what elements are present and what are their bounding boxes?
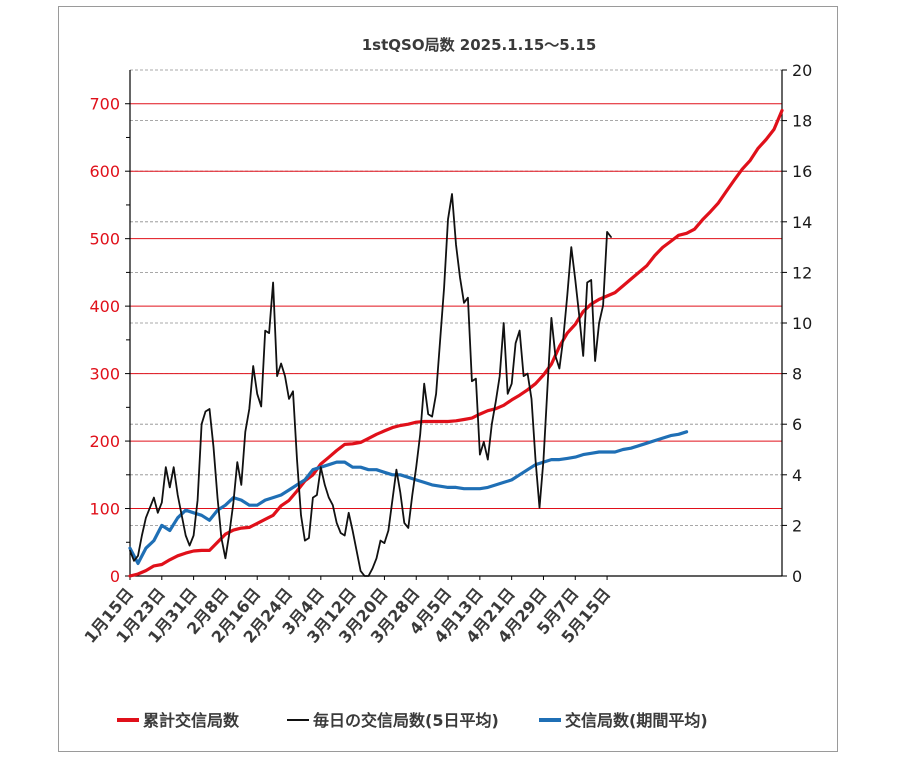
- legend-label: 累計交信局数: [143, 711, 240, 730]
- right-tick-label: 14: [792, 213, 812, 232]
- series-line: [128, 430, 689, 565]
- grid-lines: [130, 69, 782, 526]
- right-tick-label: 0: [792, 567, 802, 586]
- axes: [125, 69, 787, 580]
- series-lines: [128, 108, 784, 578]
- legend: 累計交信局数 毎日の交信局数(5日平均) 交信局数(期間平均): [117, 711, 708, 730]
- right-tick-label: 6: [792, 415, 802, 434]
- left-tick-label: 0: [110, 567, 120, 586]
- left-tick-label: 300: [89, 365, 120, 384]
- chart-title: 1stQSO局数 2025.1.15～5.15: [362, 36, 597, 54]
- left-tick-label: 100: [89, 500, 120, 519]
- series-line: [128, 108, 784, 578]
- right-tick-label: 2: [792, 516, 802, 535]
- left-tick-label: 700: [89, 95, 120, 114]
- right-tick-label: 18: [792, 112, 812, 131]
- left-tick-label: 600: [89, 162, 120, 181]
- series-line: [129, 193, 612, 577]
- right-tick-label: 8: [792, 365, 802, 384]
- left-tick-label: 200: [89, 432, 120, 451]
- right-tick-label: 12: [792, 263, 812, 282]
- legend-label: 毎日の交信局数(5日平均): [313, 711, 499, 730]
- left-tick-label: 400: [89, 297, 120, 316]
- right-tick-label: 20: [792, 61, 812, 80]
- right-tick-label: 4: [792, 466, 802, 485]
- chart: 0 100 200 300 400 500 600 700 0 2 4 6 8 10 12 14 16 18 20 1…: [80, 36, 812, 730]
- right-tick-label: 16: [792, 162, 812, 181]
- chart-frame: 0 100 200 300 400 500 600 700 0 2 4 6 8 10 12 14 16 18 20 1…: [58, 6, 838, 752]
- tick-labels: 0100200300400500600700024681012141618201…: [80, 61, 812, 647]
- legend-label: 交信局数(期間平均): [565, 711, 708, 730]
- right-tick-label: 10: [792, 314, 812, 333]
- left-tick-label: 500: [89, 230, 120, 249]
